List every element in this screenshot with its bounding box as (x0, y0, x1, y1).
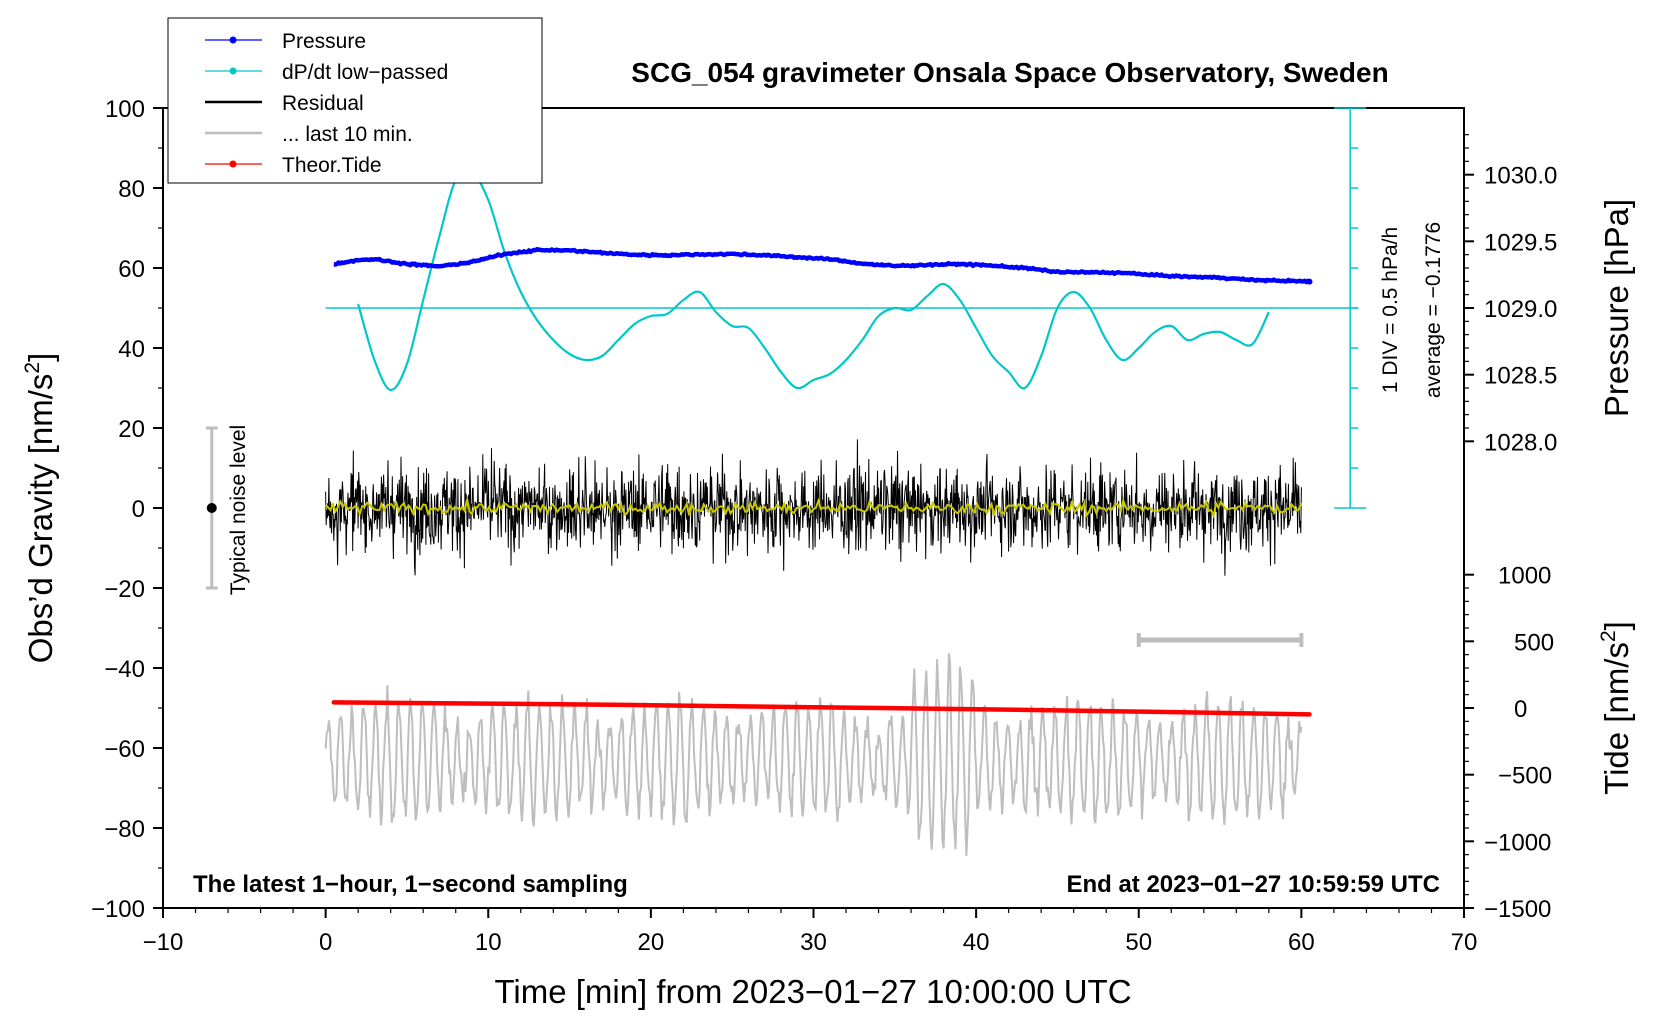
tide-tick-label: 1000 (1498, 563, 1551, 590)
pressure-line (333, 246, 1311, 285)
x-tick-label: −10 (143, 929, 184, 956)
y-tick-label: −100 (91, 896, 145, 923)
tide-tick-label: −500 (1498, 763, 1552, 790)
legend: Pressure dP/dt low−passed Residual ... last… (167, 17, 543, 184)
tide-tick-label: −1500 (1484, 896, 1551, 923)
residual-lowpass-line (324, 496, 1303, 520)
dpdt-line (357, 169, 1270, 392)
x-tick-label: 30 (800, 929, 827, 956)
pressure-series (333, 246, 1313, 285)
x-tick-label: 60 (1288, 929, 1315, 956)
y-tick-label: −60 (104, 736, 145, 763)
pressure-tick-label: 1030.0 (1484, 163, 1557, 190)
x-tick-label: 70 (1451, 929, 1478, 956)
y-tick-label: 0 (132, 496, 145, 523)
legend-label: Theor.Tide (282, 154, 382, 177)
legend-marker (229, 160, 237, 168)
noise-level-label: Typical noise level (227, 425, 250, 595)
tide-tick-label: 0 (1514, 696, 1527, 723)
x-tick-label: 50 (1125, 929, 1152, 956)
chart-title: SCG_054 gravimeter Onsala Space Observat… (631, 57, 1388, 88)
legend-label: dP/dt low−passed (282, 61, 448, 84)
pressure-tick-label: 1028.0 (1484, 429, 1557, 456)
end-time-note: End at 2023−01−27 10:59:59 UTC (1066, 871, 1440, 898)
x-axis-ticks: −10 0 10 20 30 40 50 60 70 (143, 908, 1478, 956)
x-tick-label: 0 (319, 929, 332, 956)
sampling-note: The latest 1−hour, 1−second sampling (193, 871, 628, 898)
tide-tick-label: −1000 (1484, 829, 1551, 856)
y-tick-label: 80 (118, 176, 145, 203)
pressure-tick-label: 1029.0 (1484, 296, 1557, 323)
tide-axis-ticks: 1000 500 0 −500 −1000 −1500 (1464, 563, 1554, 923)
tide-line (331, 700, 1312, 717)
y-tick-label: 20 (118, 416, 145, 443)
last-10-min-series (324, 653, 1303, 857)
legend-marker (229, 67, 237, 75)
residual-line (325, 439, 1302, 576)
y-axis-pressure-label: Pressure [hPa] (1598, 199, 1635, 417)
x-tick-label: 20 (638, 929, 665, 956)
last-10-min-line (324, 653, 1303, 857)
y-axis-left-ticks: 100 80 60 40 20 0 −20 −40 −60 −80 −100 (91, 96, 163, 923)
y-tick-label: −80 (104, 816, 145, 843)
pressure-tick-label: 1029.5 (1484, 229, 1557, 256)
average-label: average = −0.1776 (1422, 222, 1445, 398)
noise-bar-center-dot (206, 503, 217, 513)
legend-label: Residual (282, 92, 364, 115)
tide-series (331, 700, 1312, 717)
residual-lowpass-series (324, 496, 1303, 520)
pressure-tick-label: 1028.5 (1484, 363, 1557, 390)
legend-box (167, 17, 543, 184)
legend-label: ... last 10 min. (282, 123, 413, 146)
y-tick-label: 40 (118, 336, 145, 363)
x-axis-label: Time [min] from 2023−01−27 10:00:00 UTC (494, 973, 1131, 1010)
y-axis-tide-label: Tide [nm/s2] (1597, 621, 1635, 795)
y-tick-label: −40 (104, 656, 145, 683)
y-axis-left-label: Obs’d Gravity [nm/s2] (21, 353, 59, 664)
legend-marker (229, 36, 237, 44)
annotations (205, 426, 1304, 647)
y-tick-label: 100 (105, 96, 145, 123)
pressure-axis-ticks: 1030.0 1029.5 1029.0 1028.5 1028.0 (1464, 134, 1557, 456)
div-scale-label: 1 DIV = 0.5 hPa/h (1379, 227, 1402, 393)
x-tick-label: 10 (475, 929, 502, 956)
pressure-end-point (1306, 278, 1313, 285)
x-tick-label: 40 (963, 929, 990, 956)
y-tick-label: −20 (104, 576, 145, 603)
residual-series (325, 439, 1302, 576)
tide-tick-label: 500 (1514, 629, 1554, 656)
legend-label: Pressure (282, 30, 366, 53)
y-tick-label: 60 (118, 256, 145, 283)
